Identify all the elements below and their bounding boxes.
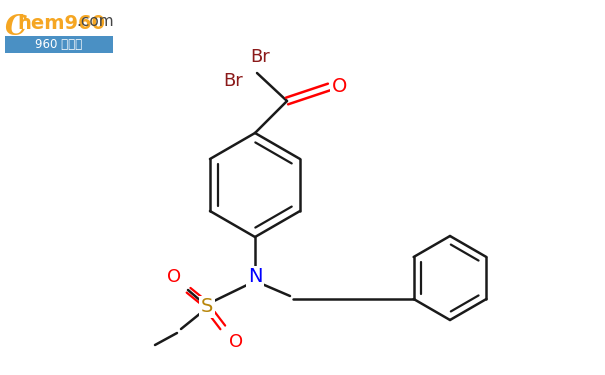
- Text: Br: Br: [250, 48, 270, 66]
- Text: O: O: [167, 268, 181, 286]
- FancyBboxPatch shape: [5, 36, 113, 53]
- Text: .com: .com: [76, 14, 114, 29]
- Text: hem960: hem960: [17, 14, 105, 33]
- Text: C: C: [5, 14, 27, 41]
- Text: Br: Br: [223, 72, 243, 90]
- Text: O: O: [229, 333, 243, 351]
- Text: S: S: [201, 297, 213, 316]
- Text: N: N: [248, 267, 262, 286]
- Text: O: O: [332, 78, 348, 96]
- Text: 960 化工网: 960 化工网: [36, 38, 82, 51]
